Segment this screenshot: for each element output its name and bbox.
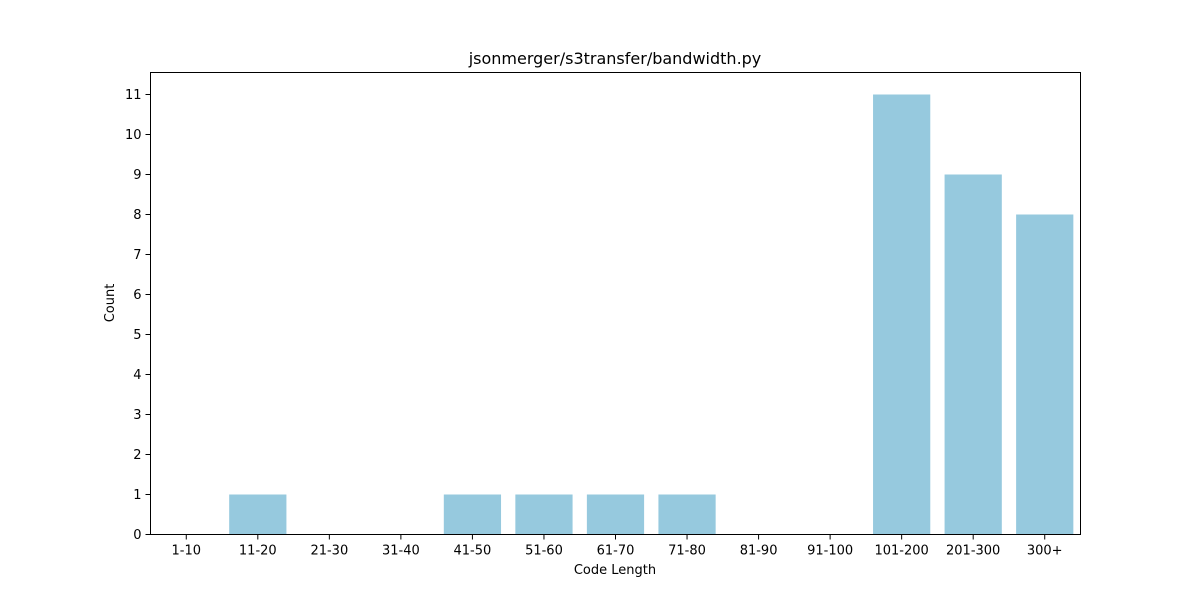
- x-tick-label: 91-100: [807, 544, 853, 559]
- bar-101-200: [873, 94, 931, 535]
- x-tick-label: 101-200: [874, 544, 928, 559]
- y-axis: 0 1 2 3 4 5 6 7 8 9 10 11: [125, 88, 151, 543]
- y-tick-label: 6: [133, 288, 141, 303]
- x-tick-label: 51-60: [525, 544, 563, 559]
- x-tick-label: 71-80: [668, 544, 706, 559]
- plot-frame: [150, 72, 1081, 535]
- x-axis: 1-10 11-20 21-30 31-40 41-50 51-60 61-70 71-80 8…: [172, 534, 1063, 559]
- x-tick-label: 81-90: [740, 544, 778, 559]
- x-tick-label: 1-10: [172, 544, 202, 559]
- y-tick-label: 7: [133, 248, 141, 263]
- x-tick-label: 201-300: [946, 544, 1000, 559]
- y-tick-label: 8: [133, 208, 141, 223]
- y-tick-label: 5: [133, 328, 141, 343]
- y-tick-label: 1: [133, 488, 141, 503]
- x-tick-label: 11-20: [239, 544, 277, 559]
- y-axis-label: Count: [103, 284, 118, 323]
- x-tick-label: 21-30: [310, 544, 348, 559]
- chart-title: jsonmerger/s3transfer/bandwidth.py: [468, 49, 762, 68]
- x-tick-label: 61-70: [597, 544, 635, 559]
- x-tick-label: 300+: [1027, 544, 1063, 559]
- bar-300+: [1016, 214, 1074, 535]
- bar-11-20: [229, 494, 287, 535]
- bar-61-70: [586, 494, 645, 535]
- y-tick-label: 4: [133, 368, 141, 383]
- y-tick-label: 0: [133, 528, 141, 543]
- bar-201-300: [944, 174, 1002, 535]
- y-tick-label: 10: [125, 128, 142, 143]
- y-tick-label: 9: [133, 168, 141, 183]
- x-tick-label: 31-40: [382, 544, 420, 559]
- bars-group: [229, 94, 1074, 535]
- x-axis-label: Code Length: [574, 563, 656, 578]
- y-tick-label: 11: [125, 88, 142, 103]
- y-tick-label: 3: [133, 408, 141, 423]
- x-tick-label: 41-50: [454, 544, 492, 559]
- bar-71-80: [658, 494, 716, 535]
- bar-51-60: [515, 494, 573, 535]
- y-tick-label: 2: [133, 448, 141, 463]
- bar-41-50: [443, 494, 502, 535]
